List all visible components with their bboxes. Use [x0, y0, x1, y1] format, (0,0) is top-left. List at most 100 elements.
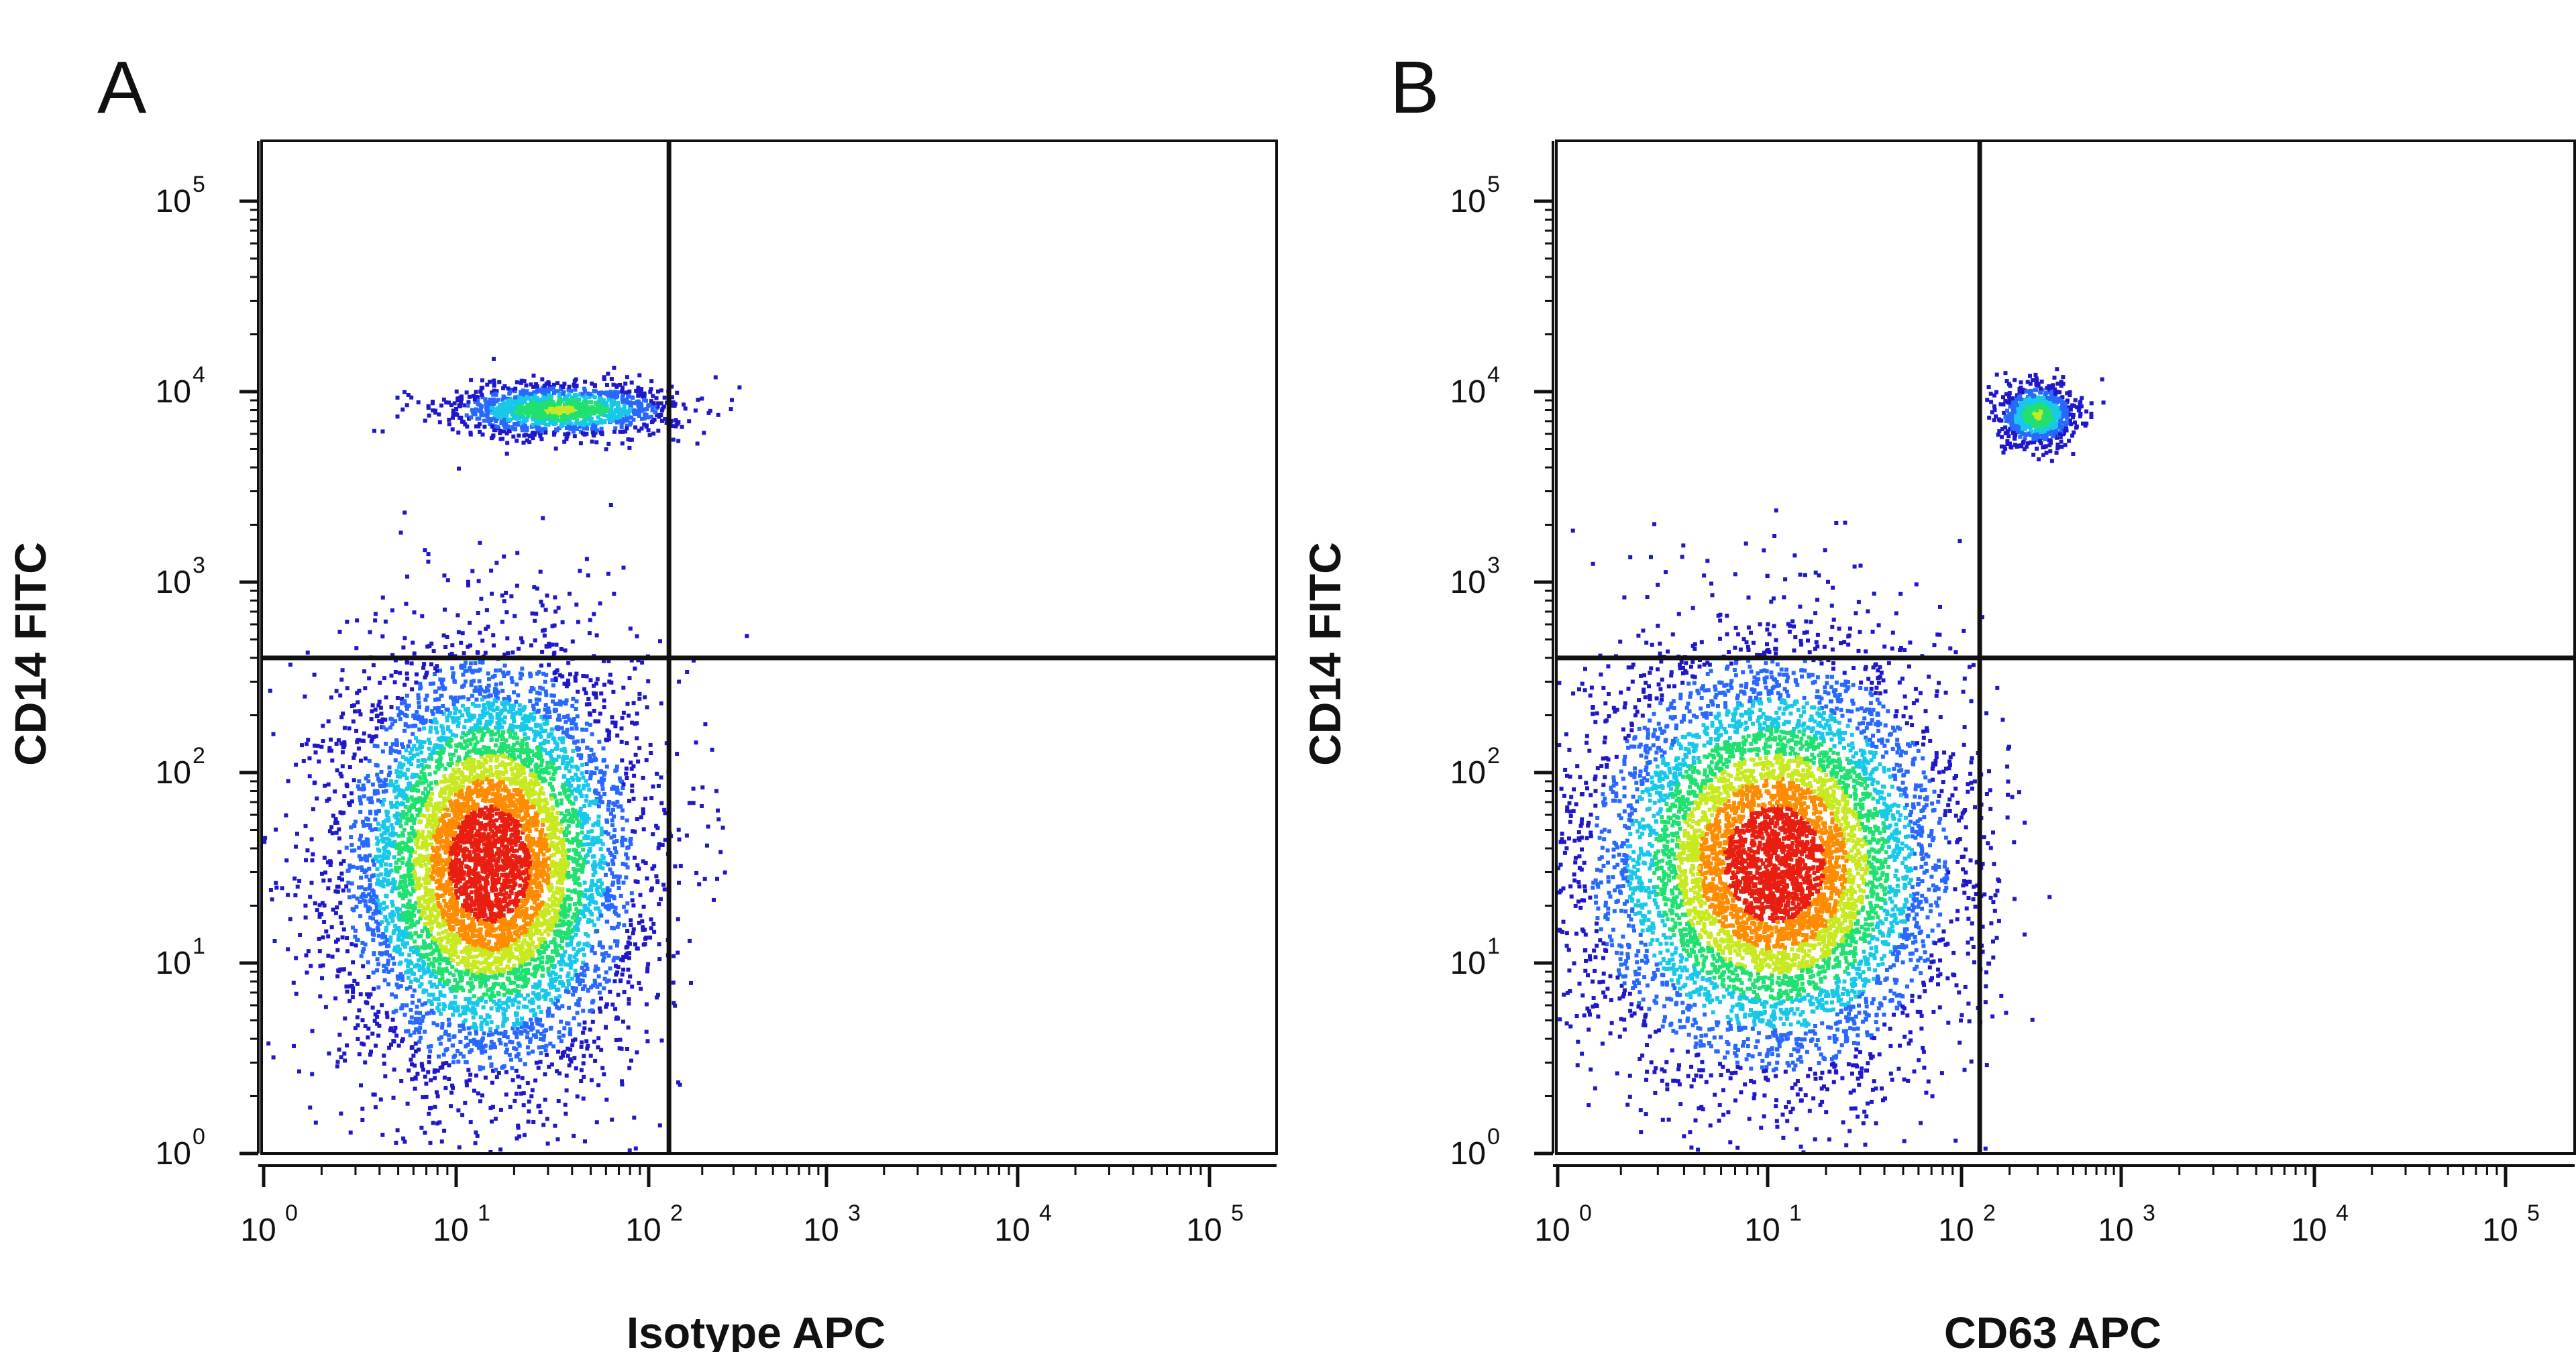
event-dot — [557, 994, 562, 999]
event-dot — [574, 602, 579, 607]
event-dot — [372, 1019, 377, 1023]
event-dot — [449, 868, 454, 873]
event-dot — [425, 706, 430, 710]
event-dot — [571, 777, 576, 782]
event-dot — [492, 999, 496, 1004]
event-dot — [358, 809, 363, 814]
event-dot — [525, 887, 529, 892]
event-dot — [419, 974, 424, 979]
event-dot — [520, 1076, 525, 1080]
event-dot — [439, 866, 444, 871]
event-dot — [367, 866, 372, 871]
event-dot — [494, 682, 498, 687]
event-dot — [508, 748, 513, 752]
event-dot — [460, 985, 464, 990]
event-dot — [488, 818, 493, 823]
event-dot — [432, 956, 437, 961]
event-dot — [475, 813, 480, 818]
event-dot — [398, 812, 403, 817]
event-dot — [604, 765, 609, 769]
event-dot — [354, 943, 358, 948]
event-dot — [620, 843, 625, 848]
event-dot — [534, 697, 539, 702]
event-dot — [555, 886, 559, 891]
event-dot — [543, 608, 548, 612]
event-dot — [629, 842, 633, 846]
event-dot — [660, 842, 665, 847]
event-dot — [423, 548, 427, 553]
event-dot — [586, 573, 590, 577]
event-dot — [614, 765, 619, 769]
event-dot — [461, 988, 466, 993]
event-dot — [405, 905, 409, 909]
event-dot — [462, 1020, 466, 1025]
event-dot — [393, 1025, 398, 1030]
event-dot — [716, 817, 721, 822]
event-dot — [484, 902, 488, 907]
event-dot — [631, 797, 636, 801]
event-dot — [528, 848, 533, 853]
event-dot — [478, 788, 482, 793]
event-dot — [517, 944, 522, 948]
event-dot — [481, 837, 486, 842]
event-dot — [438, 840, 443, 844]
event-dot — [490, 1032, 494, 1037]
event-dot — [382, 836, 386, 841]
event-dot — [328, 863, 333, 867]
event-dot — [537, 929, 542, 933]
event-dot — [384, 854, 389, 859]
event-dot — [576, 820, 581, 824]
event-dot — [304, 953, 309, 958]
event-dot — [613, 720, 618, 725]
event-dot — [488, 962, 492, 966]
event-dot — [508, 809, 513, 813]
event-dot — [376, 873, 380, 878]
event-dot — [435, 697, 440, 701]
event-dot — [472, 781, 476, 785]
event-dot — [514, 1047, 519, 1052]
event-dot — [389, 1026, 394, 1031]
event-dot — [441, 915, 445, 919]
event-dot — [533, 618, 537, 623]
event-dot — [511, 772, 515, 777]
event-dot — [569, 897, 573, 901]
event-dot — [263, 836, 268, 840]
event-dot — [427, 962, 431, 967]
event-dot — [562, 897, 567, 902]
event-dot — [450, 666, 455, 671]
event-dot — [384, 928, 388, 933]
event-dot — [427, 737, 431, 742]
event-dot — [706, 824, 710, 829]
event-dot — [478, 541, 482, 545]
event-dot — [453, 716, 458, 721]
event-dot — [423, 720, 427, 724]
event-dot — [557, 699, 562, 703]
event-dot — [641, 859, 645, 864]
event-dot — [577, 948, 582, 952]
event-dot — [305, 651, 310, 655]
event-dot — [413, 1075, 418, 1080]
event-dot — [651, 784, 655, 789]
event-dot — [368, 907, 372, 911]
event-dot — [386, 921, 390, 925]
event-dot — [578, 893, 582, 898]
event-dot — [464, 1060, 468, 1064]
event-dot — [553, 595, 557, 600]
event-dot — [532, 900, 537, 905]
event-dot — [532, 945, 537, 950]
event-dot — [517, 868, 521, 873]
event-dot — [590, 841, 595, 846]
event-dot — [511, 886, 516, 891]
event-dot — [350, 799, 354, 803]
event-dot — [469, 840, 474, 845]
event-dot — [416, 696, 421, 701]
event-dot — [372, 734, 376, 739]
event-dot — [375, 1015, 380, 1019]
event-dot — [266, 1041, 271, 1046]
event-dot — [541, 741, 545, 746]
event-dot — [369, 895, 374, 899]
event-dot — [473, 703, 478, 708]
event-dot — [566, 974, 570, 978]
event-dot — [588, 1009, 592, 1013]
event-dot — [395, 696, 400, 700]
